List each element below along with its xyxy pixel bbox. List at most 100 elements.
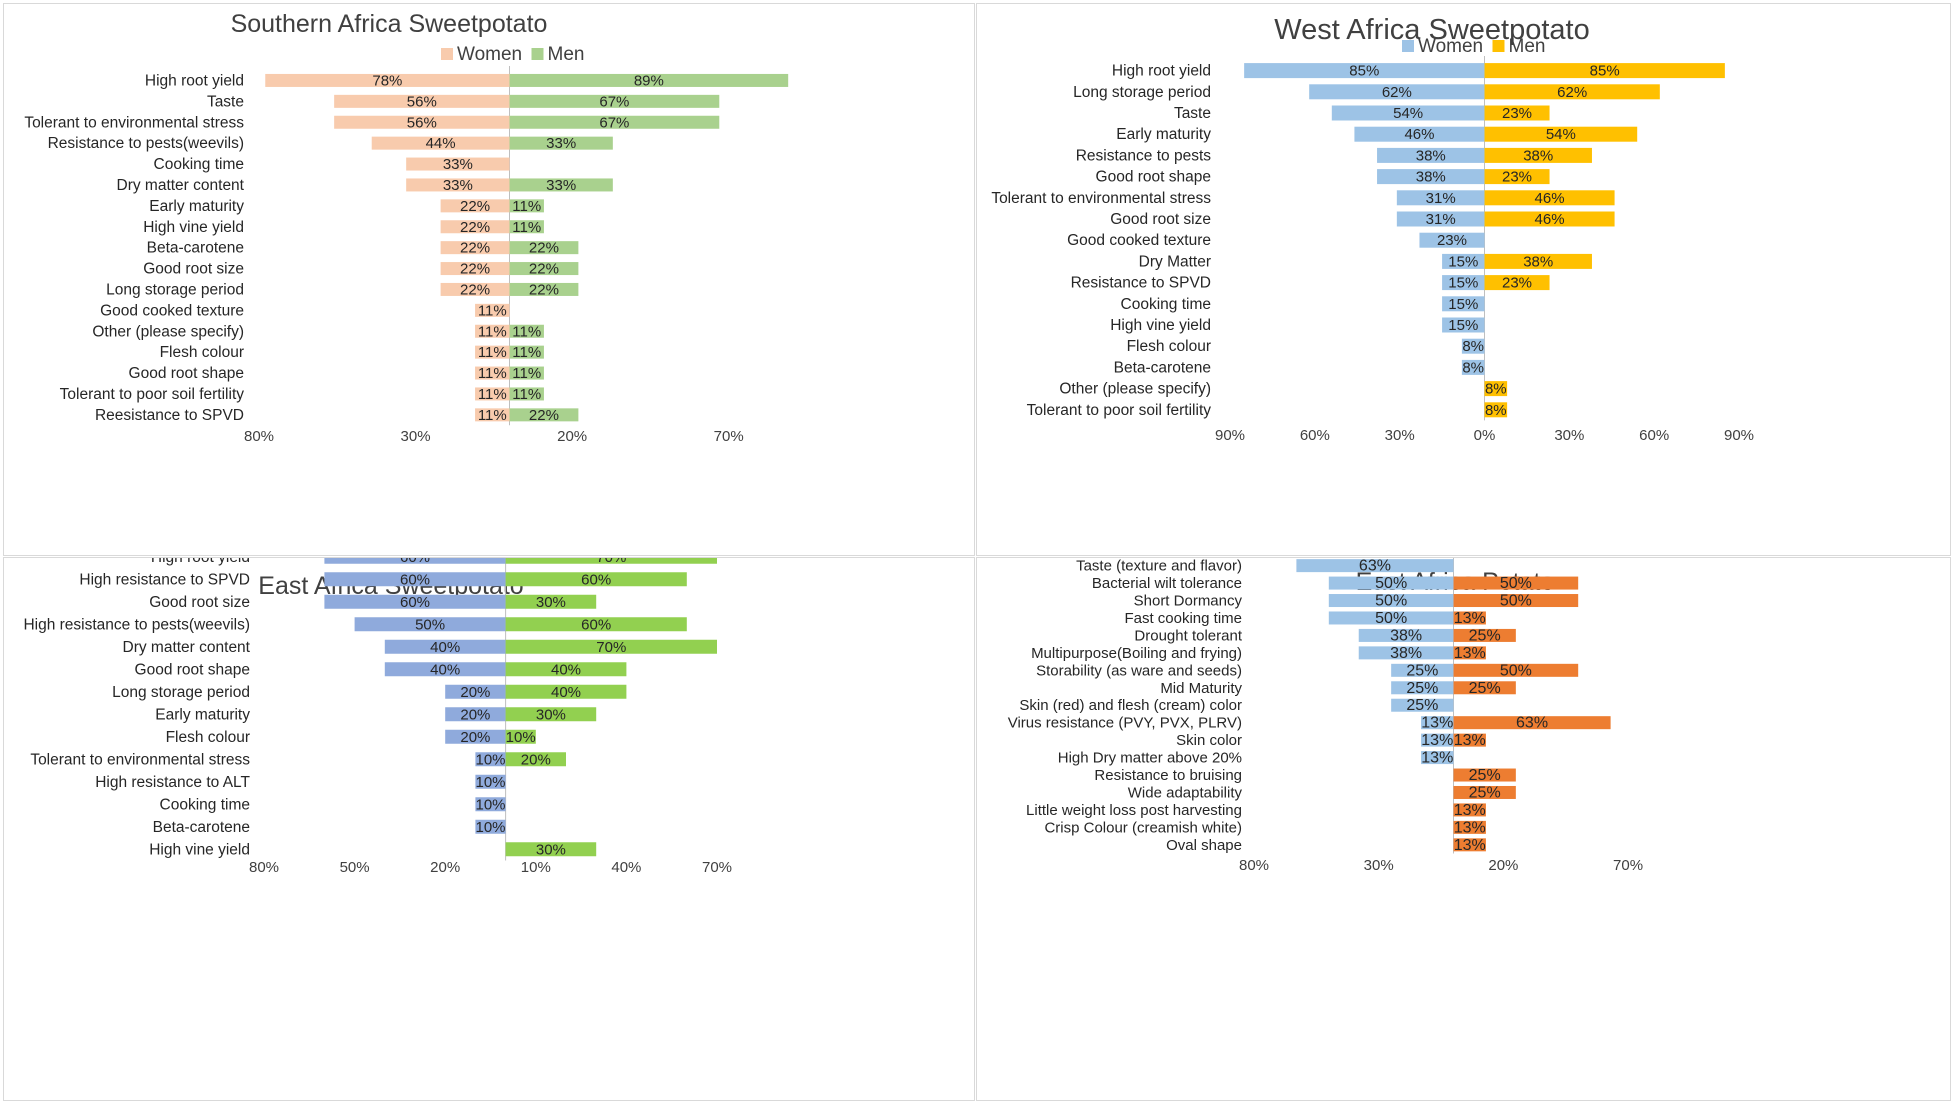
category-label: Little weight loss post harvesting — [1026, 802, 1242, 819]
data-label-men: 50% — [1500, 575, 1532, 592]
bar-men — [1484, 253, 1592, 269]
chart-panel-east-africa-potato: East Africa PotatoWomenMenHigh Yield75%7… — [976, 484, 1951, 1101]
category-label: Tolerant to poor soil fertility — [60, 386, 245, 403]
data-label-women: 44% — [426, 135, 456, 152]
data-label-women: 10% — [475, 819, 505, 836]
data-label-men: 30% — [536, 706, 566, 723]
bar-men — [1453, 594, 1579, 608]
bar-men — [1484, 105, 1550, 121]
legend-label-men: Men — [548, 44, 585, 65]
category-label: Storability (as ware and seeds) — [1036, 662, 1242, 679]
category-label: Long storage period — [106, 281, 244, 298]
category-label: High resistance to SPVD — [79, 571, 250, 588]
bar-men — [509, 94, 720, 108]
category-label: Bacterial wilt tolerance — [1092, 575, 1242, 592]
data-label-men: 25% — [1469, 784, 1501, 801]
bar-women — [440, 262, 510, 276]
bar-men — [1484, 381, 1508, 397]
category-label: Good cooked texture — [1067, 232, 1211, 249]
data-label-women: 22% — [460, 219, 490, 236]
bar-women — [334, 115, 510, 129]
category-label: Mid Maturity — [1160, 680, 1242, 697]
bar-women — [440, 199, 510, 213]
bar-men — [505, 729, 536, 744]
bar-women — [1396, 211, 1485, 227]
data-label-women: 60% — [400, 558, 430, 566]
data-label-men: 63% — [1516, 715, 1548, 732]
category-label: Cooking time — [1121, 296, 1211, 313]
bar-women — [1309, 84, 1485, 100]
category-label: Dry Matter — [1139, 253, 1211, 270]
category-label: Early maturity — [149, 198, 244, 215]
category-label: Tolerant to environmental stress — [24, 114, 244, 131]
data-label-men: 23% — [1502, 169, 1532, 186]
x-tick-label: 70% — [1613, 857, 1643, 874]
data-label-women: 33% — [443, 156, 473, 173]
bar-men — [509, 136, 613, 150]
bar-men — [509, 220, 544, 234]
data-label-women: 50% — [1375, 593, 1407, 610]
bar-women — [324, 594, 506, 609]
category-label: Resistance to pests — [1076, 147, 1212, 164]
bar-men — [1484, 402, 1508, 418]
category-label: Flesh colour — [1127, 338, 1211, 355]
bar-women — [1391, 698, 1454, 712]
chart-panel-west-africa-sweetpotato: West Africa Sweetpotato Women Men High root… — [976, 3, 1951, 556]
bar-men — [1453, 768, 1516, 782]
bar-men — [509, 262, 579, 276]
data-label-women: 85% — [1349, 63, 1379, 80]
bar-men — [509, 241, 579, 255]
data-label-women: 8% — [1462, 359, 1484, 376]
data-label-women: 23% — [1437, 232, 1467, 249]
category-label: Other (please specify) — [92, 323, 244, 340]
x-tick-label: 70% — [714, 428, 744, 445]
data-label-women: 40% — [430, 639, 460, 656]
data-label-men: 13% — [1454, 837, 1486, 854]
data-label-women: 54% — [1393, 105, 1423, 122]
data-label-men: 38% — [1523, 253, 1553, 270]
category-label: Good root size — [1110, 211, 1211, 228]
bar-women — [354, 617, 506, 632]
bar-men — [1484, 147, 1592, 163]
x-tick-label: 60% — [1639, 427, 1669, 444]
x-tick-label: 10% — [521, 859, 551, 876]
data-label-men: 25% — [1469, 680, 1501, 697]
data-label-women: 20% — [460, 729, 490, 746]
chart-legend: Women Men — [441, 44, 584, 65]
chart-east-africa-potato: East Africa PotatoWomenMenHigh Yield75%7… — [1008, 484, 1643, 874]
bar-women — [1377, 147, 1485, 163]
bar-women — [384, 662, 506, 677]
bar-women — [475, 366, 510, 380]
bar-women — [1328, 611, 1454, 625]
bar-men — [509, 199, 544, 213]
legend-swatch-men — [1492, 40, 1505, 52]
data-label-women: 46% — [1404, 126, 1434, 143]
data-label-women: 31% — [1426, 211, 1456, 228]
bar-women — [445, 729, 506, 744]
legend-swatch-men — [531, 48, 544, 60]
x-tick-label: 20% — [1488, 857, 1518, 874]
bar-women — [1421, 716, 1454, 730]
x-tick-label: 20% — [557, 428, 587, 445]
bar-women — [1328, 594, 1454, 608]
bar-women — [1461, 359, 1485, 375]
data-label-women: 56% — [407, 114, 437, 131]
data-label-men: 22% — [529, 240, 559, 257]
x-tick-label: 80% — [249, 859, 279, 876]
bar-men — [1453, 646, 1486, 660]
data-label-women: 56% — [407, 93, 437, 110]
x-tick-label: 90% — [1724, 427, 1754, 444]
bar-men — [505, 639, 717, 654]
data-label-women: 10% — [475, 751, 505, 768]
category-label: High vine yield — [143, 219, 244, 236]
category-label: Long storage period — [1073, 84, 1211, 101]
category-label: Good cooked texture — [100, 302, 244, 319]
data-label-men: 54% — [1546, 126, 1576, 143]
data-label-men: 13% — [1454, 802, 1486, 819]
data-label-women: 22% — [460, 240, 490, 257]
data-label-men: 40% — [551, 661, 581, 678]
data-label-men: 13% — [1454, 610, 1486, 627]
category-label: Fast cooking time — [1124, 610, 1242, 627]
category-label: Good root size — [149, 594, 250, 611]
bar-women — [445, 707, 506, 722]
